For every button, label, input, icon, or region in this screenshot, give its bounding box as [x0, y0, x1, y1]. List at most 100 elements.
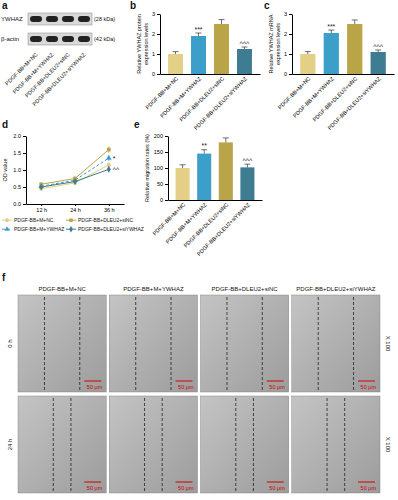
axis-line	[168, 137, 169, 201]
error-bar	[204, 150, 205, 154]
micrograph	[201, 396, 289, 493]
line	[41, 150, 109, 185]
tick-mark	[23, 170, 26, 171]
tick-mark	[165, 136, 168, 137]
significance: *	[113, 155, 116, 162]
blot-strip	[28, 13, 92, 25]
error-cap	[375, 50, 381, 51]
micrograph	[109, 396, 197, 493]
tick: 2	[284, 31, 292, 37]
legend-marker	[4, 226, 9, 231]
wound-edge	[135, 297, 136, 390]
significance: ***	[327, 23, 335, 30]
marker	[39, 184, 43, 191]
tick: 1.5	[13, 150, 26, 156]
tick-mark	[289, 34, 292, 35]
blot-band	[78, 36, 90, 42]
tick-label: 2	[152, 31, 155, 37]
marker	[107, 166, 111, 173]
row-label: 0 h	[7, 339, 13, 347]
error-bar	[307, 52, 308, 54]
column-title: PDGF-BB+DLEU2+siYWHAZ	[296, 286, 375, 292]
panel-label: d	[2, 119, 8, 130]
bar	[347, 24, 362, 74]
significance: ***	[194, 26, 202, 33]
legend-item: PDGF-BB+M+YWHAZ	[2, 226, 64, 232]
bar	[214, 24, 229, 74]
tick-label: 0	[152, 71, 155, 77]
band-label: YWHAZ	[1, 16, 23, 22]
tick-mark	[41, 204, 42, 206]
error-bar	[175, 52, 176, 54]
tick-label: PDGF-BB+DLEU2+siYWHAZ	[193, 75, 249, 131]
bar	[237, 49, 252, 74]
error-cap	[201, 149, 207, 150]
axis-line	[169, 200, 263, 201]
wound-edge	[235, 398, 236, 491]
tick: 150	[154, 149, 168, 155]
x-axis: 12 h24 h36 h	[27, 204, 125, 213]
blot-band	[46, 16, 58, 22]
micrograph	[292, 295, 380, 392]
tick: 24 h	[70, 204, 81, 213]
band-size: (42 kDa)	[94, 36, 115, 42]
tick-label: 3	[284, 11, 287, 17]
band-size: (28 kDa)	[94, 16, 115, 22]
tick-label: 1.5	[13, 150, 21, 156]
tick-mark	[165, 168, 168, 169]
scale-bar	[176, 482, 193, 483]
magnification: X 100	[385, 437, 391, 453]
axis-line	[26, 137, 27, 205]
tick-label: 12 h	[36, 207, 47, 213]
tick: 2	[152, 31, 160, 37]
tick: 3	[152, 11, 160, 17]
panel-label: b	[130, 0, 136, 11]
wound-edge	[44, 297, 45, 390]
tick-mark	[165, 152, 168, 153]
blot-band	[30, 36, 42, 42]
tick: PDGF-BB+DLEU2+siNC	[311, 75, 358, 122]
micrograph	[201, 295, 289, 392]
error-cap	[180, 164, 186, 165]
tick-label: 200	[154, 133, 163, 139]
micrograph	[109, 295, 197, 392]
panel-label: f	[2, 272, 6, 283]
tick-mark	[157, 34, 160, 35]
wound-edge	[171, 297, 172, 390]
y-axis: 0123	[152, 11, 161, 77]
scale-bar	[84, 381, 101, 382]
significance: ^^^	[242, 157, 253, 164]
legend-item: PDGF-BB+M+NC	[2, 217, 54, 223]
plot-area	[38, 146, 111, 191]
wound-edge	[262, 297, 263, 390]
scale-bar	[358, 482, 375, 483]
axis-title: Relative migration rates (%)	[144, 134, 150, 202]
tick-label: PDGF-BB+M+YWHAZ	[165, 201, 209, 245]
wound-edge	[144, 398, 145, 491]
scale-bar-label: 50 μm	[178, 384, 194, 390]
scale-bar-label: 50 μm	[178, 485, 194, 491]
tick-label: 2	[284, 31, 287, 37]
tick: 3	[284, 11, 292, 17]
axis-line	[160, 15, 161, 75]
blot-band	[62, 36, 74, 42]
wound-edge	[162, 398, 163, 491]
bar	[176, 168, 190, 200]
tick-mark	[157, 74, 160, 75]
panel-label: e	[134, 119, 140, 130]
x-axis: PDGF-BB+M+NCPDGF-BB+M+YWHAZPDGF-BB+DLEU2…	[277, 75, 395, 131]
tick: 2.0	[13, 133, 26, 139]
scale-bar-label: 50 μm	[269, 485, 285, 491]
tick-mark	[23, 153, 26, 154]
tick: 0	[160, 197, 168, 203]
significance: ^^	[113, 166, 120, 173]
error-cap	[173, 51, 179, 52]
tick-label: 0	[160, 197, 163, 203]
error-cap	[328, 30, 334, 31]
bar	[324, 33, 339, 74]
figure: abcdefYWHAZ(28 kDa)β-actin(42 kDa)PDGF-B…	[0, 0, 398, 500]
row-label: 24 h	[7, 439, 13, 451]
tick-mark	[23, 187, 26, 188]
tick-mark	[157, 14, 160, 15]
micrograph	[18, 295, 106, 392]
